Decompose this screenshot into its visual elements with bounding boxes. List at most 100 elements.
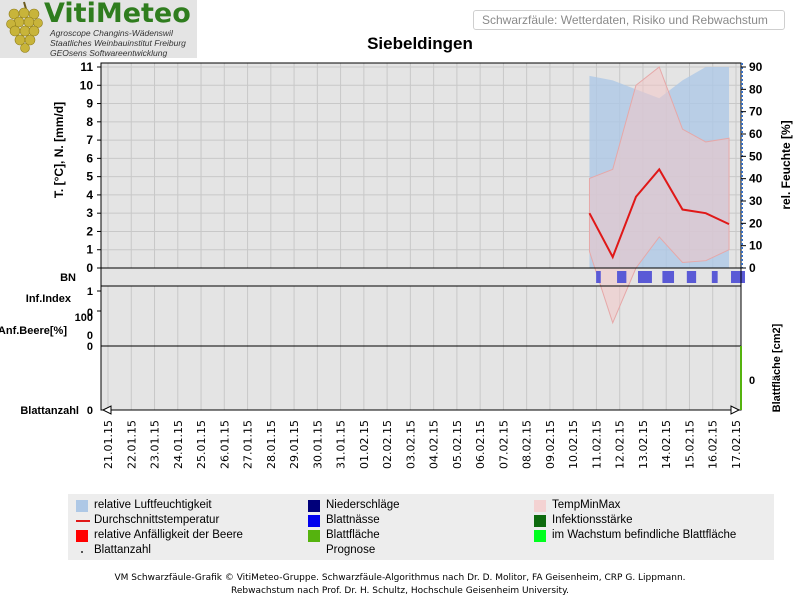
x-tick-label: 27.01.15: [242, 420, 255, 469]
legend-item-label: Blattnässe: [326, 514, 380, 526]
x-tick-label: 06.02.15: [474, 420, 487, 469]
legend-swatch: [308, 530, 320, 542]
anfbeere-tick: 0: [87, 341, 93, 353]
legend-swatch: [76, 530, 88, 542]
legend-swatch: [76, 500, 88, 512]
x-tick-label: 28.01.15: [265, 420, 278, 469]
x-tick-label: 16.02.15: [707, 420, 720, 469]
left-tick-label: 0: [86, 261, 93, 275]
x-tick-label: 24.01.15: [172, 420, 185, 469]
blattflaeche-tick: 0: [749, 375, 755, 387]
left-tick-label: 10: [80, 78, 94, 92]
scroll-right-icon: [730, 405, 741, 415]
legend-swatch-line: [76, 520, 90, 522]
legend-item-label: TempMinMax: [552, 499, 621, 511]
left-axis-title: T. [°C], N. [mm/d]: [52, 102, 66, 198]
legend-swatch: [534, 530, 546, 542]
x-tick-label: 12.02.15: [614, 420, 627, 469]
legend-item-label: Niederschläge: [326, 499, 400, 511]
grape-icon: [6, 1, 43, 53]
leaf-wetness-bar: [662, 271, 675, 283]
scroll-left-icon: [101, 405, 112, 415]
right-tick-label: 0: [749, 261, 756, 275]
legend-swatch: [308, 515, 320, 527]
right-tick-label: 60: [749, 127, 763, 141]
legend-item-label: Blattanzahl: [94, 544, 151, 556]
x-tick-label: 04.02.15: [428, 420, 441, 469]
leaf-wetness-bar: [711, 271, 718, 283]
x-tick-label: 31.01.15: [335, 420, 348, 469]
x-tick-label: 23.01.15: [149, 420, 162, 469]
legend: relative Luftfeuchtigkeit Niederschläge Te…: [68, 494, 774, 560]
leaf-wetness-bar: [617, 271, 627, 283]
mean-temperature-line: [588, 167, 730, 260]
x-tick-label: 14.02.15: [660, 420, 673, 469]
leaf-wetness-bar: [686, 271, 697, 283]
left-tick-label: 6: [86, 151, 93, 165]
legend-swatch-dot: [81, 551, 83, 553]
left-tick-label: 3: [86, 206, 93, 220]
x-tick-label: 25.01.15: [195, 420, 208, 469]
temp-minmax-band: [588, 66, 730, 325]
legend-swatch: [534, 500, 546, 512]
x-tick-label: 01.02.15: [358, 420, 371, 469]
x-tick-label: 08.02.15: [521, 420, 534, 469]
x-tick-label: 05.02.15: [451, 420, 464, 469]
blattflaeche-axis-title: Blattfläche [cm2]: [771, 323, 783, 412]
right-tick-label: 80: [749, 82, 763, 96]
x-tick-label: 09.02.15: [544, 420, 557, 469]
left-tick-label: 4: [86, 188, 93, 202]
left-tick-label: 2: [86, 224, 93, 238]
x-tick-label: 03.02.15: [404, 420, 417, 469]
right-tick-label: 50: [749, 149, 763, 163]
logo-title: VitiMeteo: [44, 0, 191, 29]
left-tick-label: 1: [86, 243, 93, 257]
right-tick-label: 40: [749, 172, 763, 186]
logo-line-3: GEOsens Softwareentwicklung: [50, 48, 168, 58]
x-tick-label: 10.02.15: [567, 420, 580, 469]
leaf-wetness-bar: [596, 271, 601, 283]
panel-bg-4: [100, 345, 742, 411]
x-tick-label: 21.01.15: [102, 420, 115, 469]
left-tick-label: 7: [86, 133, 93, 147]
left-tick-label: 8: [86, 115, 93, 129]
x-tick-label: 17.02.15: [730, 420, 743, 469]
anfbeere-tick: 0: [87, 330, 93, 342]
legend-item-label: Prognose: [326, 544, 376, 556]
x-tick-label: 02.02.15: [381, 420, 394, 469]
legend-item-label: relative Luftfeuchtigkeit: [94, 499, 212, 511]
right-axis-title: rel. Feuchte [%]: [779, 120, 793, 209]
leaf-wetness-bar: [637, 271, 652, 283]
vitimeteo-logo: VitiMeteo Agroscope Changins-Wädenswil S…: [0, 0, 197, 58]
left-tick-label: 9: [86, 97, 93, 111]
left-tick-label: 5: [86, 170, 93, 184]
bn-label: BN: [60, 272, 76, 284]
anfbeere-label: Anf.Beere[%]: [0, 325, 67, 337]
chart-title: Siebeldingen: [367, 34, 473, 53]
tagline: Schwarzfäule: Wetterdaten, Risiko und Re…: [482, 13, 768, 27]
x-tick-label: 13.02.15: [637, 420, 650, 469]
logo-line-2: Staatliches Weinbauinstitut Freiburg: [50, 38, 186, 48]
x-tick-label: 15.02.15: [683, 420, 696, 469]
x-tick-label: 26.01.15: [218, 420, 231, 469]
x-tick-label: 07.02.15: [497, 420, 510, 469]
right-tick-label: 90: [749, 60, 763, 74]
tagline-box: Schwarzfäule: Wetterdaten, Risiko und Re…: [473, 10, 785, 30]
x-tick-label: 22.01.15: [125, 420, 138, 469]
x-tick-label: 30.01.15: [311, 420, 324, 469]
anfbeere-tick: 100: [75, 312, 93, 324]
footer-credits-2: Rebwachstum nach Prof. Dr. H. Schultz, H…: [231, 586, 569, 596]
right-tick-label: 70: [749, 105, 763, 119]
legend-swatch: [534, 515, 546, 527]
legend-item-label: Blattfläche: [326, 529, 380, 541]
legend-item-label: Infektionsstärke: [552, 514, 633, 526]
infindex-tick: 0: [87, 307, 93, 319]
legend-item-label: im Wachstum befindliche Blattfläche: [552, 529, 737, 541]
logo-line-1: Agroscope Changins-Wädenswil: [50, 28, 173, 38]
right-tick-label: 30: [749, 194, 763, 208]
blattanzahl-tick: 0: [87, 405, 93, 417]
panel-bg-3: [100, 285, 742, 347]
x-tick-label: 11.02.15: [590, 420, 603, 469]
legend-swatch: [308, 500, 320, 512]
